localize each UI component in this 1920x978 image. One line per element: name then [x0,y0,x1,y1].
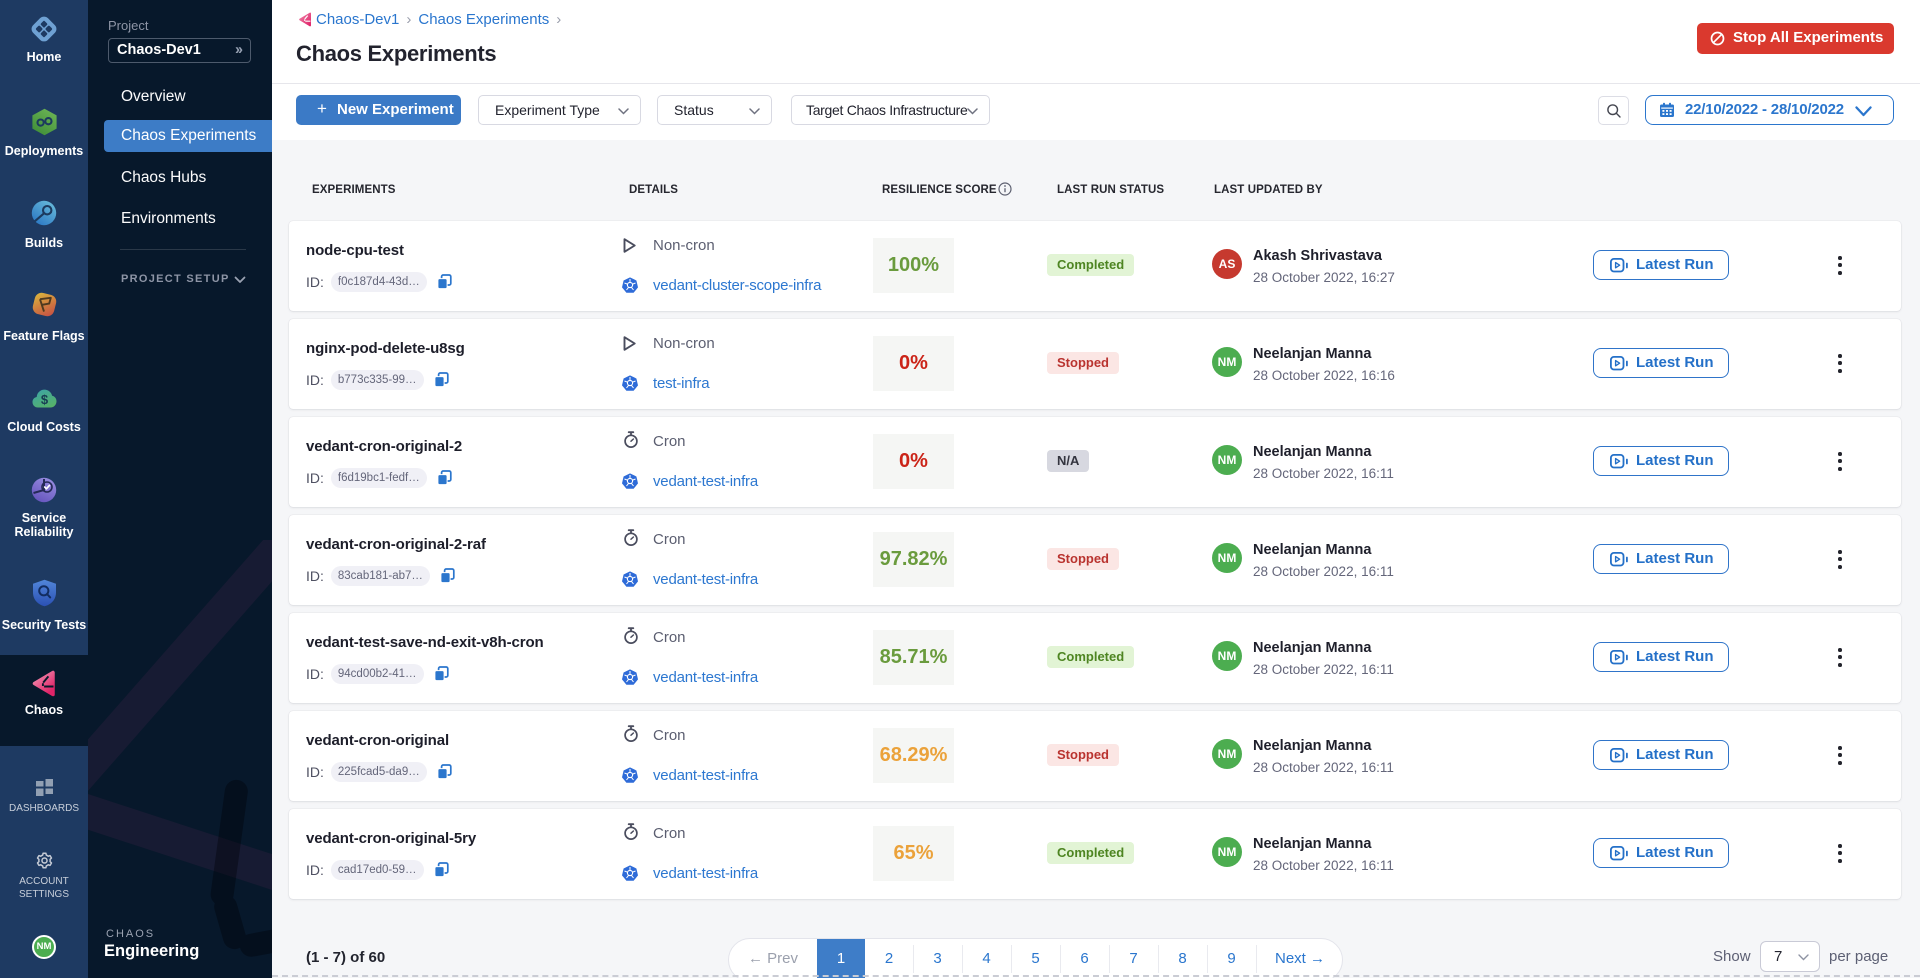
svg-text:$: $ [41,392,49,407]
